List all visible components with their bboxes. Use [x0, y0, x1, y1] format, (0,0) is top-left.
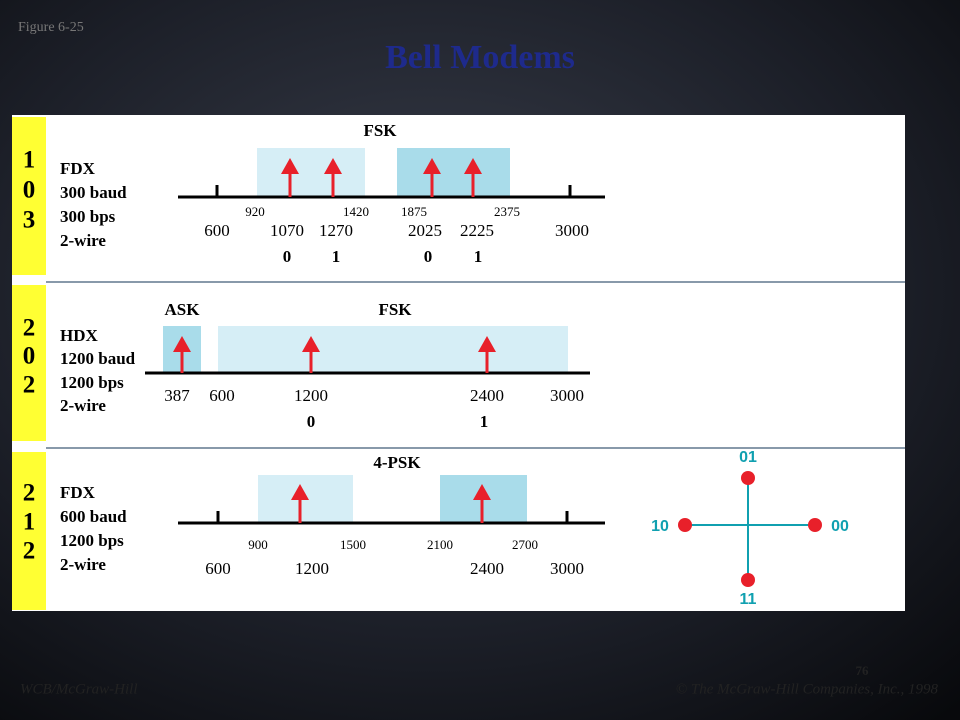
band-edge: 1875 [401, 204, 427, 219]
band-edge: 2375 [494, 204, 520, 219]
bit: 0 [307, 412, 316, 431]
modem-id-digit: 2 [23, 538, 36, 565]
modem-spec: 300 baud [60, 183, 127, 202]
modulation-label: ASK [165, 300, 201, 319]
frequency: 600 [209, 386, 235, 405]
constellation-point [808, 518, 822, 532]
title: Bell Modems [385, 39, 575, 76]
modem-spec: 2-wire [60, 231, 106, 250]
frequency: 2225 [460, 221, 494, 240]
id-strip [12, 117, 46, 275]
modem-spec: 300 bps [60, 207, 116, 226]
arrow-head [173, 336, 191, 352]
modem-id-digit: 1 [23, 147, 36, 174]
modem-id-digit: 0 [23, 177, 36, 204]
frequency: 2025 [408, 221, 442, 240]
frequency: 1200 [295, 559, 329, 578]
frequency: 3000 [550, 559, 584, 578]
frequency: 387 [164, 386, 190, 405]
frequency: 600 [205, 559, 231, 578]
modulation-label: 4-PSK [373, 453, 421, 472]
modem-spec: HDX [60, 326, 99, 345]
modulation-label: FSK [363, 121, 397, 140]
arrow-head [291, 484, 309, 500]
band-light [257, 148, 365, 197]
modem-spec: 1200 bps [60, 373, 124, 392]
frequency: 600 [204, 221, 230, 240]
id-strip [12, 452, 46, 610]
constellation-point [678, 518, 692, 532]
arrow-head [302, 336, 320, 352]
arrow-head [324, 158, 342, 174]
bit: 0 [424, 247, 433, 266]
arrow-head [464, 158, 482, 174]
modem-spec: 1200 bps [60, 531, 124, 550]
footer-right: © The McGraw-Hill Companies, Inc., 1998 [676, 681, 939, 697]
bit: 0 [283, 247, 292, 266]
modulation-label: FSK [378, 300, 412, 319]
bit: 1 [474, 247, 483, 266]
bit: 1 [480, 412, 489, 431]
frequency: 1270 [319, 221, 353, 240]
constellation-label: 00 [831, 518, 849, 535]
band-edge: 1420 [343, 204, 369, 219]
modem-spec: 600 baud [60, 507, 127, 526]
modem-id-digit: 2 [23, 372, 36, 399]
frequency: 2400 [470, 386, 504, 405]
frequency: 1070 [270, 221, 304, 240]
modem-id-digit: 2 [23, 315, 36, 342]
frequency: 2400 [470, 559, 504, 578]
arrow-head [473, 484, 491, 500]
frequency: 3000 [550, 386, 584, 405]
page-number: 76 [856, 663, 870, 678]
arrow-head [423, 158, 441, 174]
band-edge: 1500 [340, 537, 366, 552]
arrow-head [478, 336, 496, 352]
modem-spec: 2-wire [60, 555, 106, 574]
modem-id-digit: 0 [23, 343, 36, 370]
bit: 1 [332, 247, 341, 266]
frequency: 1200 [294, 386, 328, 405]
band-edge: 2700 [512, 537, 538, 552]
band-light [218, 326, 568, 373]
frequency: 3000 [555, 221, 589, 240]
modem-id-digit: 2 [23, 480, 36, 507]
id-strip [12, 285, 46, 441]
footer-left: WCB/McGraw-Hill [20, 681, 138, 697]
constellation-point [741, 471, 755, 485]
band-dark [397, 148, 510, 197]
modem-spec: 1200 baud [60, 349, 136, 368]
constellation-point [741, 573, 755, 587]
band-edge: 900 [248, 537, 268, 552]
constellation-label: 01 [739, 449, 757, 466]
constellation-label: 11 [740, 591, 757, 608]
band-edge: 920 [245, 204, 265, 219]
constellation-label: 10 [651, 518, 669, 535]
modem-id-digit: 1 [23, 509, 36, 536]
arrow-head [281, 158, 299, 174]
figure-label: Figure 6-25 [18, 20, 84, 35]
modem-spec: FDX [60, 159, 96, 178]
modem-spec: FDX [60, 483, 96, 502]
modem-id-digit: 3 [23, 207, 36, 234]
modem-spec: 2-wire [60, 396, 106, 415]
band-edge: 2100 [427, 537, 453, 552]
